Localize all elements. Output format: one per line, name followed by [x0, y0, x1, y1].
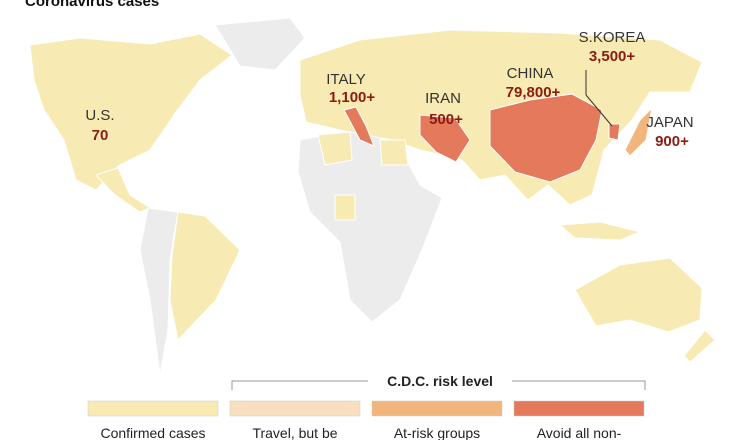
place-label: S.KOREA [579, 29, 646, 46]
north-america [29, 33, 233, 191]
south-korea [608, 123, 621, 141]
legend-swatch [229, 400, 361, 417]
case-count: 3,500+ [589, 48, 636, 65]
egypt [379, 139, 409, 166]
greenland [214, 17, 306, 71]
indonesia [558, 221, 642, 241]
legend: C.D.C. risk level Confirmed cases Travel,… [87, 372, 646, 440]
place-label: ITALY [326, 71, 365, 88]
legend-title-bg [368, 372, 512, 390]
world-map [29, 17, 716, 376]
place-label: CHINA [507, 65, 554, 82]
legend-swatch [513, 400, 645, 417]
place-label: JAPAN [646, 114, 693, 131]
legend-label: Travel, but be [252, 425, 337, 440]
japan [624, 106, 653, 157]
place-label: U.S. [85, 107, 114, 124]
iran [419, 114, 471, 163]
legend-label: At-risk groups [394, 425, 480, 440]
case-count: 70 [92, 127, 109, 144]
case-count: 900+ [655, 133, 689, 150]
legend-swatch [371, 400, 503, 417]
china [489, 93, 603, 183]
italy [343, 106, 375, 147]
case-count: 500+ [429, 111, 463, 128]
new-zealand [683, 329, 716, 363]
case-count: 79,800+ [506, 84, 561, 101]
legend-title: C.D.C. risk level [387, 373, 493, 389]
legend-label: Confirmed cases [100, 425, 205, 440]
africa [297, 127, 443, 323]
place-label: IRAN [425, 90, 461, 107]
australia [574, 257, 703, 333]
title: Coronavirus cases [25, 0, 159, 10]
central-america [95, 167, 152, 213]
leader-line [585, 94, 613, 127]
case-count: 1,100+ [329, 89, 376, 106]
north-africa [317, 131, 353, 166]
legend-label: Avoid all non- [537, 425, 622, 440]
east-africa [334, 194, 356, 221]
brazil [169, 211, 241, 342]
legend-swatch [87, 400, 219, 417]
